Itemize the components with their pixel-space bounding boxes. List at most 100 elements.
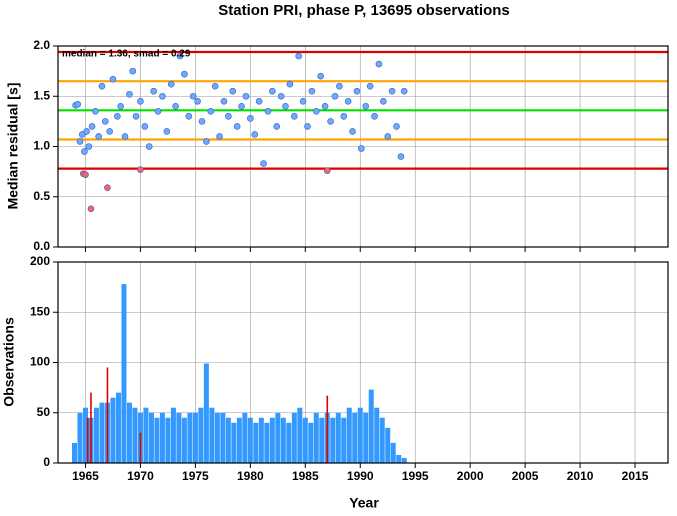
bar xyxy=(121,284,127,463)
bar xyxy=(143,407,149,463)
bar xyxy=(198,407,204,463)
y-axis-label: Median residual [s] xyxy=(5,83,21,210)
point xyxy=(104,184,111,192)
bar xyxy=(357,407,363,463)
point xyxy=(154,108,162,115)
y-tick-label: 1.0 xyxy=(33,139,50,153)
bar xyxy=(90,392,92,463)
point xyxy=(137,97,144,105)
bar xyxy=(368,389,374,463)
bar xyxy=(126,402,132,463)
point xyxy=(163,128,171,135)
x-tick-label: 1995 xyxy=(402,469,429,483)
x-tick-label: 1970 xyxy=(127,469,154,483)
point xyxy=(88,123,96,130)
bar xyxy=(110,397,116,463)
point xyxy=(185,113,193,120)
bar xyxy=(313,412,319,463)
x-tick-label: 2005 xyxy=(512,469,539,483)
point xyxy=(242,92,250,100)
point xyxy=(321,103,329,110)
point xyxy=(375,60,383,68)
x-tick-label: 2010 xyxy=(567,469,594,483)
point xyxy=(353,87,361,95)
bar xyxy=(385,427,391,463)
bar xyxy=(99,402,105,463)
bar xyxy=(231,422,237,463)
point xyxy=(282,103,289,110)
x-tick-label: 1990 xyxy=(347,469,374,483)
bar xyxy=(286,422,292,463)
point xyxy=(255,97,263,105)
point xyxy=(397,153,405,160)
bar xyxy=(203,363,209,463)
bar xyxy=(346,407,352,463)
bar xyxy=(258,417,264,463)
bar xyxy=(165,417,171,463)
point xyxy=(273,123,281,130)
point xyxy=(295,52,303,60)
point xyxy=(327,118,334,125)
point xyxy=(132,113,140,120)
point xyxy=(349,128,356,135)
point xyxy=(229,87,237,95)
point xyxy=(167,80,175,88)
y-tick-label: 100 xyxy=(30,355,50,369)
y-tick-label: 50 xyxy=(37,405,51,419)
bar xyxy=(170,407,176,463)
point xyxy=(233,123,241,130)
point xyxy=(150,87,157,95)
point xyxy=(362,103,370,110)
point xyxy=(98,82,106,90)
bar xyxy=(319,417,325,463)
point xyxy=(181,70,188,78)
bar xyxy=(154,417,160,463)
point xyxy=(286,80,294,88)
bar xyxy=(264,422,270,463)
point xyxy=(358,145,365,152)
point xyxy=(85,143,93,150)
point xyxy=(400,87,408,95)
point xyxy=(304,123,311,130)
point xyxy=(225,113,232,120)
point xyxy=(101,118,109,125)
point xyxy=(251,131,259,138)
point xyxy=(371,113,378,120)
bar xyxy=(326,395,329,463)
x-tick-label: 1965 xyxy=(72,469,99,483)
point xyxy=(74,100,82,108)
point xyxy=(194,97,201,105)
point xyxy=(331,92,339,100)
bar xyxy=(269,417,275,463)
annotation: median = 1.36, smad = 0.29 xyxy=(62,49,191,60)
bar xyxy=(220,412,226,463)
bar xyxy=(275,412,281,463)
bar xyxy=(214,412,220,463)
point xyxy=(129,67,137,75)
bar xyxy=(225,417,231,463)
bar xyxy=(176,412,182,463)
point xyxy=(159,92,166,100)
bar xyxy=(159,412,165,463)
bar xyxy=(352,412,358,463)
point xyxy=(264,108,272,115)
bar xyxy=(302,417,308,463)
bar xyxy=(379,417,385,463)
bar xyxy=(93,407,99,463)
plot-frame xyxy=(57,261,669,464)
bar xyxy=(308,422,314,463)
point xyxy=(87,205,95,213)
point xyxy=(380,97,387,105)
point xyxy=(83,128,90,135)
point xyxy=(366,82,374,90)
point xyxy=(92,108,99,115)
bar xyxy=(82,407,88,463)
x-tick-label: 1985 xyxy=(292,469,319,483)
y-tick-label: 0.5 xyxy=(33,189,50,203)
point xyxy=(299,97,307,105)
chart-title: Station PRI, phase P, 13695 observations xyxy=(218,2,510,19)
bar xyxy=(396,454,402,463)
point xyxy=(137,166,144,173)
point xyxy=(260,160,267,167)
